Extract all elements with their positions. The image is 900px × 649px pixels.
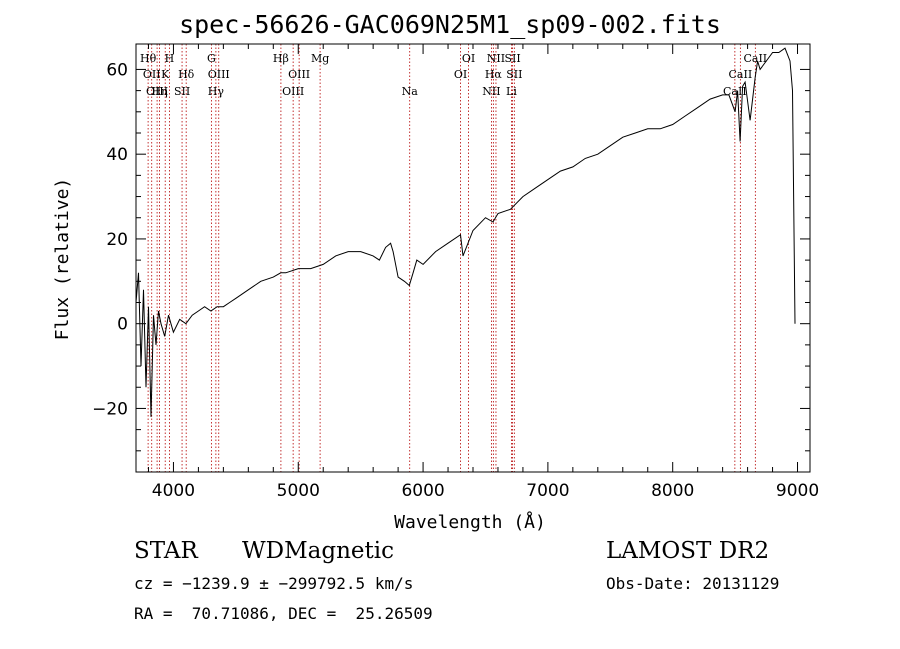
line-label: Mg xyxy=(311,52,329,65)
line-label: NII xyxy=(482,85,500,98)
observation-date: Obs-Date: 20131129 xyxy=(606,574,780,593)
redshift-line: cz = −1239.9 ± −299792.5 km/s xyxy=(134,574,414,593)
axis-ticks: 4000 5000 6000 7000 8000 9000 −20 0 20 40 60 xyxy=(92,44,819,501)
survey-name: LAMOST DR2 xyxy=(606,538,770,564)
series-layer xyxy=(135,47,796,417)
line-label: H xyxy=(165,52,175,65)
line-label: Hγ xyxy=(208,85,225,98)
line-label: OI xyxy=(454,68,467,81)
object-subclass: WDMagnetic xyxy=(242,538,394,564)
line-label: Li xyxy=(506,85,517,98)
line-label: SII xyxy=(506,68,522,81)
line-label: Na xyxy=(402,85,419,98)
x-tick-label: 4000 xyxy=(152,481,195,501)
line-label: CaII xyxy=(729,68,753,81)
line-label: Hδ xyxy=(178,68,195,81)
y-tick-label: 40 xyxy=(106,145,128,165)
object-class: STAR xyxy=(134,538,198,564)
line-label: OI xyxy=(462,52,475,65)
line-label: OIII xyxy=(146,85,168,98)
y-axis-label: Flux (relative) xyxy=(52,178,73,341)
line-label: SII xyxy=(504,52,520,65)
line-labels: HθOIIOIIIHηKHSIIHδGHγOIIIHβOIIIOIIIMgNaO… xyxy=(140,52,767,98)
line-label: OIII xyxy=(288,68,310,81)
line-label: OIII xyxy=(208,68,230,81)
y-tick-label: 20 xyxy=(106,230,128,250)
line-label: OIII xyxy=(282,85,304,98)
line-label: Hθ xyxy=(140,52,157,65)
line-label: Hη xyxy=(151,85,167,98)
x-axis-label: Wavelength (Å) xyxy=(394,511,546,533)
line-label: CaII xyxy=(743,52,767,65)
chart-title: spec-56626-GAC069N25M1_sp09-002.fits xyxy=(179,10,721,39)
line-label: OII xyxy=(143,68,161,81)
y-tick-label: 0 xyxy=(117,315,128,335)
line-label: G xyxy=(207,52,216,65)
spectrum-series-line xyxy=(135,47,796,417)
line-label: Hβ xyxy=(273,52,289,65)
line-label: K xyxy=(161,68,170,81)
line-label: SII xyxy=(174,85,190,98)
x-tick-label: 9000 xyxy=(776,481,819,501)
plot-frame xyxy=(135,43,811,473)
y-tick-label: −20 xyxy=(92,399,128,419)
y-tick-label: 60 xyxy=(106,60,128,80)
coordinates: RA = 70.71086, DEC = 25.26509 xyxy=(134,604,433,623)
x-tick-label: 6000 xyxy=(401,481,444,501)
line-label: Hα xyxy=(485,68,503,81)
emission-line-markers xyxy=(147,44,756,472)
x-tick-label: 8000 xyxy=(651,481,694,501)
x-tick-label: 7000 xyxy=(526,481,569,501)
line-label: NII xyxy=(487,52,505,65)
x-tick-label: 5000 xyxy=(277,481,320,501)
line-label: CaII xyxy=(723,85,747,98)
